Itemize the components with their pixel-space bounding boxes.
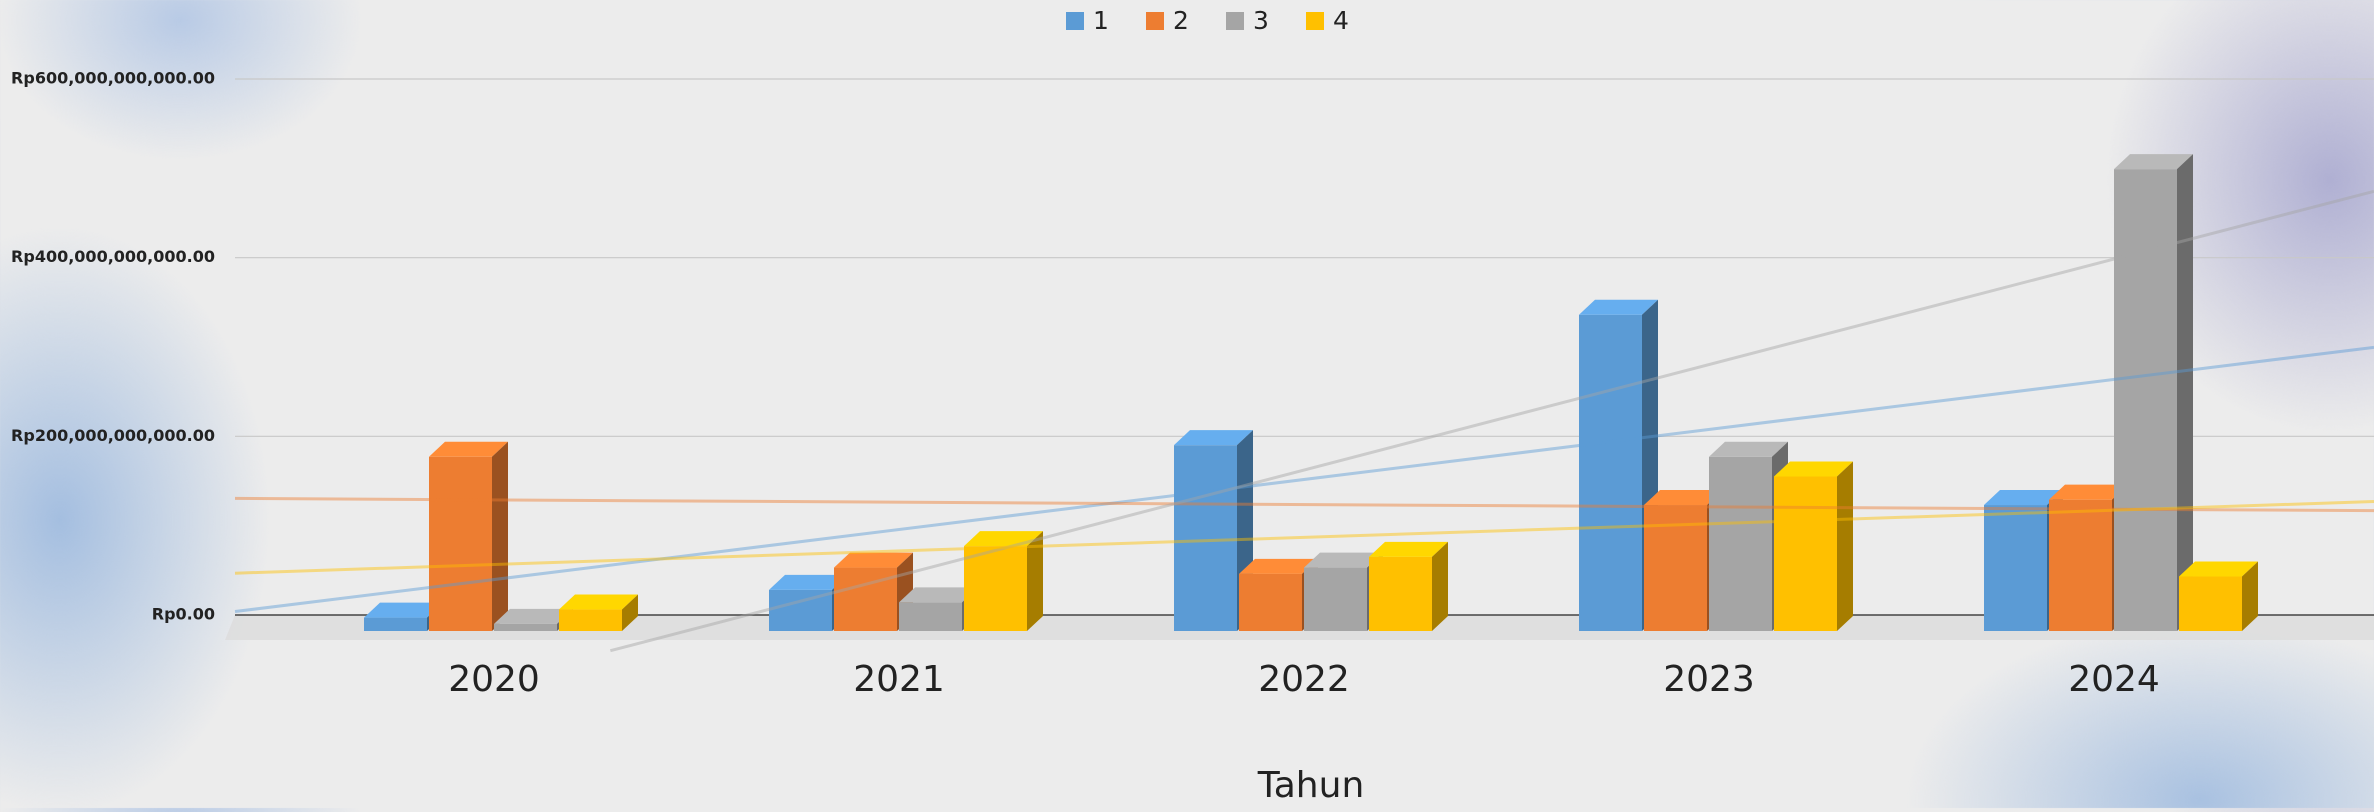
bar-front (2179, 577, 2242, 631)
bar-front (1239, 574, 1302, 631)
bar (429, 442, 508, 631)
bar-side (492, 442, 508, 631)
y-tick-label: Rp200,000,000,000.00 (11, 426, 215, 445)
bar (559, 595, 638, 631)
x-tick-label: 2020 (448, 659, 540, 700)
x-tick-label: 2022 (1258, 659, 1350, 700)
bar-front (1984, 505, 2047, 631)
bar-front (1369, 557, 1432, 631)
y-tick-label: Rp600,000,000,000.00 (11, 69, 215, 88)
x-tick-label: 2023 (1663, 659, 1755, 700)
chart: Tahun Rp0.00 Rp200,000,000,000.00 Rp400,00… (0, 0, 2374, 808)
bar (1774, 461, 1853, 631)
page: Tahun Rp0.00 Rp200,000,000,000.00 Rp400,00… (0, 0, 2374, 808)
legend-label: 1 (1093, 6, 1109, 35)
bar-front (2049, 500, 2112, 631)
bar-front (1774, 476, 1837, 631)
legend-swatch (1146, 12, 1164, 30)
bar-front (1174, 445, 1237, 631)
bar-front (559, 610, 622, 631)
legend-swatch (1066, 12, 1084, 30)
bar-side (2177, 154, 2193, 631)
bar-front (494, 624, 557, 631)
x-axis-title: Tahun (1257, 765, 1365, 806)
legend-label: 4 (1333, 6, 1349, 35)
bar (2114, 154, 2193, 631)
bar-front (964, 546, 1027, 631)
bar-side (1837, 461, 1853, 631)
bar-front (1304, 568, 1367, 631)
bar-front (429, 457, 492, 631)
x-tick-label: 2024 (2068, 659, 2160, 700)
legend-swatch (1226, 12, 1244, 30)
bar-side (1432, 542, 1448, 631)
bar (2179, 562, 2258, 631)
y-tick-label: Rp0.00 (152, 605, 215, 624)
bar-front (364, 618, 427, 631)
bar-front (1709, 457, 1772, 631)
bar-front (1579, 315, 1642, 631)
legend-label: 3 (1253, 6, 1269, 35)
y-tick-label: Rp400,000,000,000.00 (11, 247, 215, 266)
bar (1369, 542, 1448, 631)
x-tick-label: 2021 (853, 659, 945, 700)
bar-front (899, 602, 962, 631)
legend-swatch (1306, 12, 1324, 30)
legend-label: 2 (1173, 6, 1189, 35)
bar-front (2114, 169, 2177, 631)
